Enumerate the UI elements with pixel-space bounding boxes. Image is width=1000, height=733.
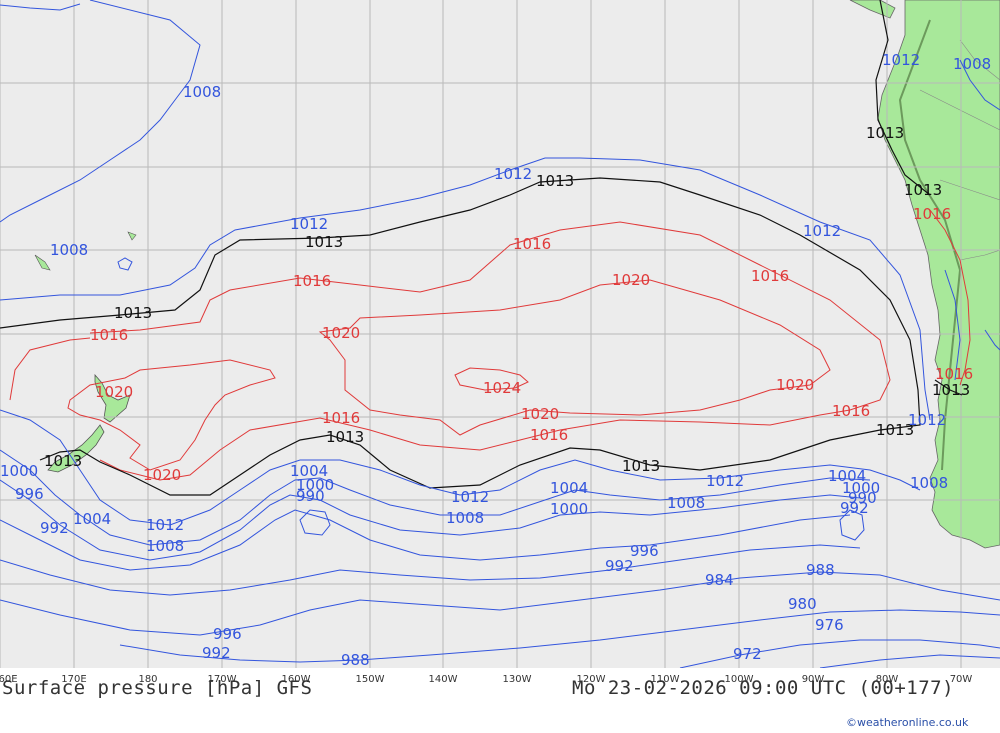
central-america-land (849, 0, 896, 19)
isobar-label: 1016 (322, 409, 360, 427)
island (127, 231, 137, 241)
isobar-label: 1012 (803, 222, 841, 240)
isobar-label: 1016 (513, 235, 551, 253)
isobar-label: 1004 (550, 479, 588, 497)
isobar-label: 972 (733, 645, 762, 663)
isobar-label: 992 (40, 519, 69, 537)
lon-label: 170W (208, 674, 237, 685)
lon-label: 70W (950, 674, 973, 685)
isobar-label: 988 (806, 561, 835, 579)
map-title: Surface pressure [hPa] GFS (2, 677, 313, 699)
andes-ridge (898, 19, 962, 471)
isobar-label: 1008 (953, 55, 991, 73)
isobar-label: 1016 (90, 326, 128, 344)
isobar-label: 1012 (290, 215, 328, 233)
isobar-labels: 1008 1008 1012 1012 1013 1013 1013 1013 … (0, 51, 991, 668)
isobar-label: 1020 (322, 324, 360, 342)
isobar-label: 992 (605, 557, 634, 575)
isobar-label: 992 (840, 499, 869, 517)
isobar-label: 1020 (521, 405, 559, 423)
isobar-label: 1020 (95, 383, 133, 401)
isobar-label: 1016 (913, 205, 951, 223)
isobar-label: 1012 (146, 516, 184, 534)
isobar-label: 1020 (612, 271, 650, 289)
isobar-label: 1000 (0, 462, 38, 480)
isobar-label: 1016 (751, 267, 789, 285)
isobar-label: 1013 (114, 304, 152, 322)
isobar-label: 1016 (293, 272, 331, 290)
new-zealand-south (47, 424, 105, 473)
isobar-label: 1008 (667, 494, 705, 512)
longitude-axis: 60E 170E 180 170W 160W 150W 140W 130W 12… (0, 674, 973, 685)
lon-label: 120W (577, 674, 606, 685)
pressure-map: 1008 1008 1012 1012 1013 1013 1013 1013 … (0, 0, 1000, 668)
isobar-label: 996 (15, 485, 44, 503)
isobar-label: 1004 (73, 510, 111, 528)
isobar-label: 984 (705, 571, 734, 589)
isobar-label: 990 (848, 489, 877, 507)
isobar-label: 1004 (828, 467, 866, 485)
isobar-label: 990 (296, 487, 325, 505)
isobar-label: 1024 (483, 379, 521, 397)
lon-label: 170E (61, 674, 86, 685)
isobar-label: 1020 (776, 376, 814, 394)
isobar-label: 1008 (183, 83, 221, 101)
isobar-label: 1008 (146, 537, 184, 555)
lon-label: 180 (138, 674, 157, 685)
isobar-label: 1016 (530, 426, 568, 444)
isobar-label: 1012 (706, 472, 744, 490)
lon-label: 110W (651, 674, 680, 685)
lon-label: 160W (282, 674, 311, 685)
isobar-label: 996 (630, 542, 659, 560)
new-zealand-north (94, 373, 131, 423)
isobar-label: 1013 (536, 172, 574, 190)
isobar-label: 988 (341, 651, 370, 668)
country-border (939, 179, 1000, 201)
isobar-label: 992 (202, 644, 231, 662)
isobar-label: 996 (213, 625, 242, 643)
island (34, 254, 51, 271)
isobar-label: 1004 (290, 462, 328, 480)
isobar-label: 1012 (882, 51, 920, 69)
isobar-1013 (0, 0, 963, 496)
lon-label: 90W (802, 674, 825, 685)
isobar-label: 1013 (44, 452, 82, 470)
isobar-label: 1013 (932, 381, 970, 399)
lon-label: 130W (503, 674, 532, 685)
isobar-label: 1000 (550, 500, 588, 518)
lon-label: 140W (429, 674, 458, 685)
isobar-label: 1012 (494, 165, 532, 183)
isobar-label: 1013 (866, 124, 904, 142)
lon-label: 150W (356, 674, 385, 685)
isobar-label: 1008 (446, 509, 484, 527)
isobar-label: 1008 (50, 241, 88, 259)
credit-link[interactable]: ©weatheronline.co.uk (846, 716, 969, 729)
isobar-label: 1012 (908, 411, 946, 429)
isobar-label: 1016 (935, 365, 973, 383)
isobar-label: 1013 (904, 181, 942, 199)
isobar-label: 1013 (326, 428, 364, 446)
isobar-label: 1013 (622, 457, 660, 475)
isobars-low (0, 0, 1000, 668)
isobar-label: 1008 (910, 474, 948, 492)
lon-label: 60E (0, 674, 18, 685)
isobar-label: 1000 (842, 479, 880, 497)
isobars-high (9, 209, 971, 481)
lon-label: 100W (725, 674, 754, 685)
forecast-datetime: Mo 23-02-2026 09:00 UTC (00+177) (572, 677, 955, 699)
country-border (919, 89, 1000, 131)
country-border (959, 39, 1000, 81)
isobar-label: 1013 (876, 421, 914, 439)
isobar-label: 1020 (143, 466, 181, 484)
isobar-label: 976 (815, 616, 844, 634)
isobar-label: 1012 (451, 488, 489, 506)
isobar-label: 1013 (305, 233, 343, 251)
isobar-label: 1016 (832, 402, 870, 420)
lon-label: 80W (876, 674, 899, 685)
isobar-label: 980 (788, 595, 817, 613)
country-border (959, 249, 1000, 261)
isobar-label: 1000 (296, 476, 334, 494)
